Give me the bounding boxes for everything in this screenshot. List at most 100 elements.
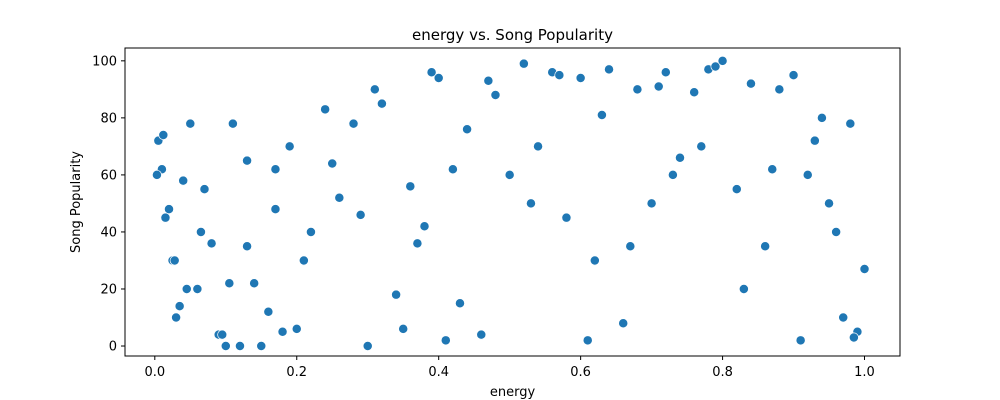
data-point bbox=[151, 169, 162, 180]
data-point bbox=[174, 301, 185, 312]
data-point bbox=[277, 326, 288, 337]
data-point bbox=[746, 78, 756, 89]
data-point bbox=[802, 169, 813, 180]
data-point bbox=[195, 226, 206, 237]
data-point bbox=[824, 198, 834, 209]
x-axis-label: energy bbox=[490, 385, 536, 400]
data-point bbox=[362, 341, 373, 351]
data-point bbox=[618, 318, 629, 329]
data-point bbox=[710, 61, 721, 72]
data-point bbox=[348, 118, 359, 129]
data-point bbox=[689, 87, 700, 98]
data-point bbox=[405, 181, 416, 192]
data-point bbox=[717, 55, 728, 66]
data-point bbox=[831, 226, 842, 237]
data-point bbox=[291, 323, 302, 334]
x-tick-label: 0.6 bbox=[570, 365, 591, 380]
data-point bbox=[298, 255, 309, 266]
x-tick-label: 0.8 bbox=[712, 365, 733, 380]
x-tick-label: 0.0 bbox=[144, 365, 165, 380]
data-point bbox=[455, 298, 465, 309]
data-point bbox=[305, 226, 316, 237]
data-point bbox=[845, 118, 856, 129]
data-point bbox=[462, 124, 473, 135]
data-point bbox=[171, 312, 182, 323]
data-point bbox=[731, 184, 742, 195]
data-point bbox=[249, 278, 260, 289]
data-point bbox=[412, 238, 423, 249]
data-point bbox=[675, 152, 685, 163]
data-point bbox=[660, 67, 671, 78]
data-point bbox=[242, 241, 253, 252]
data-point bbox=[518, 58, 529, 69]
data-point bbox=[653, 81, 664, 92]
data-point bbox=[561, 212, 572, 223]
data-point bbox=[483, 75, 494, 86]
data-point bbox=[391, 289, 402, 300]
data-point bbox=[181, 284, 192, 294]
data-point bbox=[774, 84, 785, 95]
data-point bbox=[158, 130, 169, 140]
data-point bbox=[788, 70, 799, 81]
data-point bbox=[242, 155, 253, 166]
data-point bbox=[220, 341, 231, 351]
data-point bbox=[426, 67, 437, 78]
y-tick-label: 100 bbox=[92, 54, 117, 69]
data-point bbox=[178, 175, 189, 186]
y-tick-label: 60 bbox=[100, 168, 117, 183]
data-point bbox=[554, 70, 565, 81]
data-point bbox=[809, 135, 820, 146]
data-point bbox=[589, 255, 600, 266]
data-point bbox=[369, 84, 380, 95]
data-point bbox=[575, 72, 586, 83]
data-point bbox=[160, 212, 171, 223]
x-tick-label: 0.2 bbox=[286, 365, 307, 380]
y-tick-label: 20 bbox=[100, 282, 117, 297]
data-point bbox=[334, 192, 345, 203]
data-point bbox=[164, 204, 174, 215]
chart-title: energy vs. Song Popularity bbox=[412, 26, 613, 44]
data-point bbox=[398, 323, 409, 334]
data-point bbox=[270, 164, 281, 175]
plot-frame bbox=[124, 47, 901, 357]
data-point bbox=[859, 264, 870, 274]
data-point bbox=[224, 278, 235, 289]
data-point bbox=[596, 110, 607, 120]
data-point bbox=[848, 332, 859, 343]
y-tick-label: 40 bbox=[100, 225, 117, 240]
data-point bbox=[270, 204, 281, 215]
data-point bbox=[696, 141, 707, 152]
data-point bbox=[433, 72, 444, 83]
data-point bbox=[327, 158, 338, 169]
data-point bbox=[320, 104, 331, 115]
data-point bbox=[504, 169, 515, 180]
data-point bbox=[667, 169, 678, 180]
data-point bbox=[838, 312, 849, 323]
data-point bbox=[767, 164, 778, 175]
data-point bbox=[185, 118, 196, 129]
data-point bbox=[632, 84, 643, 95]
data-point bbox=[625, 241, 636, 252]
data-point bbox=[227, 118, 238, 129]
data-point bbox=[440, 335, 451, 346]
y-axis-label: Song Popularity bbox=[69, 151, 84, 253]
y-axis-ticks: 0 20 40 60 80 100 bbox=[92, 54, 125, 355]
data-point bbox=[760, 241, 771, 252]
data-point bbox=[604, 64, 614, 75]
data-point bbox=[355, 209, 366, 220]
data-point bbox=[447, 164, 458, 175]
data-point bbox=[217, 329, 228, 340]
scatter-points bbox=[151, 55, 870, 351]
data-point bbox=[582, 335, 593, 346]
y-tick-label: 0 bbox=[109, 340, 117, 355]
x-tick-label: 0.4 bbox=[428, 365, 449, 380]
data-point bbox=[376, 98, 387, 109]
data-point bbox=[419, 221, 430, 232]
data-point bbox=[476, 329, 487, 340]
data-point bbox=[284, 141, 295, 152]
x-tick-label: 1.0 bbox=[854, 365, 875, 380]
x-axis-ticks: 0.0 0.2 0.4 0.6 0.8 1.0 bbox=[144, 356, 875, 380]
data-point bbox=[256, 341, 267, 351]
data-point bbox=[795, 335, 806, 346]
